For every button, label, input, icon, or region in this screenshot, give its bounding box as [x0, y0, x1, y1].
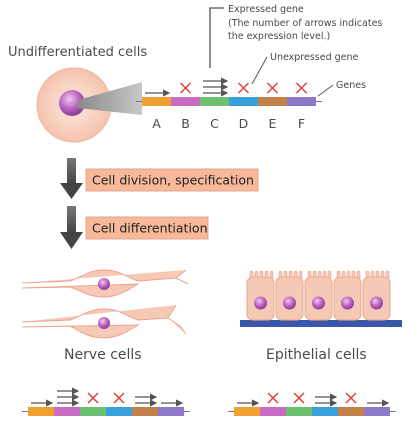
undifferentiated-cells-label: Undifferentiated cells — [8, 45, 147, 60]
expressed-leader-line — [209, 7, 224, 68]
gene-segment-c — [200, 97, 229, 106]
gene-segment-c — [80, 407, 106, 416]
epithelial-cells-label: Epithelial cells — [266, 347, 367, 363]
down-arrow-1 — [60, 158, 83, 199]
gene-segment-d — [312, 407, 338, 416]
gene-segment-c — [286, 407, 312, 416]
unexpressed-cross — [87, 392, 99, 404]
nerve-cells-label: Nerve cells — [64, 347, 142, 363]
gene-letter-f: F — [298, 116, 305, 131]
unexpressed-cross — [345, 392, 357, 404]
down-arrow-2 — [60, 206, 83, 249]
gene-strip-epithelial — [228, 392, 396, 416]
gene-segment-a — [28, 407, 54, 416]
gene-segment-d — [229, 97, 258, 106]
unexpressed-cross — [293, 392, 305, 404]
unexpressed-cross — [113, 392, 125, 404]
gene-segment-b — [171, 97, 200, 106]
gene-letter-d: D — [239, 116, 249, 131]
step-label-differentiation: Cell differentiation — [92, 221, 208, 236]
basement-membrane — [240, 320, 402, 327]
gene-letters: A B C D E F — [152, 116, 305, 131]
gene-letter-a: A — [152, 116, 161, 131]
genes-leader-line — [317, 84, 334, 97]
gene-segment-f — [287, 97, 316, 106]
zoom-wedge — [78, 82, 142, 115]
epithelial-cell — [333, 270, 362, 321]
unexpressed-cross — [266, 82, 279, 94]
unexpressed-cross — [237, 82, 250, 94]
cell-nucleus — [59, 90, 85, 116]
genes-label: Genes — [336, 80, 366, 91]
gene-segment-e — [338, 407, 364, 416]
unexpressed-cross — [267, 392, 279, 404]
gene-segment-a — [142, 97, 171, 106]
gene-segment-f — [158, 407, 184, 416]
gene-segment-b — [260, 407, 286, 416]
step-label-division: Cell division, specification — [92, 173, 254, 188]
unexpressed-cross — [295, 82, 308, 94]
gene-letter-b: B — [181, 116, 190, 131]
gene-letter-c: C — [210, 116, 219, 131]
gene-segment-e — [258, 97, 287, 106]
gene-letter-e: E — [269, 116, 277, 131]
epithelial-cell — [304, 270, 333, 321]
gene-strip-top — [136, 77, 322, 106]
expressed-note-line1: (The number of arrows indicates — [228, 18, 382, 29]
nerve-cell-bottom — [21, 304, 187, 339]
gene-segment-a — [234, 407, 260, 416]
gene-segment-b — [54, 407, 80, 416]
gene-strip-nerve — [22, 387, 190, 416]
epithelial-cell — [275, 270, 304, 321]
gene-segment-e — [132, 407, 158, 416]
epithelial-cells — [240, 270, 402, 327]
unexpressed-cross — [179, 82, 192, 94]
unexpressed-gene-label: Unexpressed gene — [270, 52, 359, 63]
gene-segment-f — [364, 407, 390, 416]
nerve-cell-top — [21, 269, 189, 298]
step-box-division — [85, 168, 259, 192]
epithelial-cell — [362, 270, 391, 321]
step-box-differentiation — [85, 216, 209, 240]
unexpressed-leader-line — [251, 56, 268, 85]
epithelial-cell — [246, 270, 275, 321]
expressed-note-line2: the expression level.) — [228, 31, 330, 42]
expressed-gene-label: Expressed gene — [228, 4, 304, 15]
gene-segment-d — [106, 407, 132, 416]
